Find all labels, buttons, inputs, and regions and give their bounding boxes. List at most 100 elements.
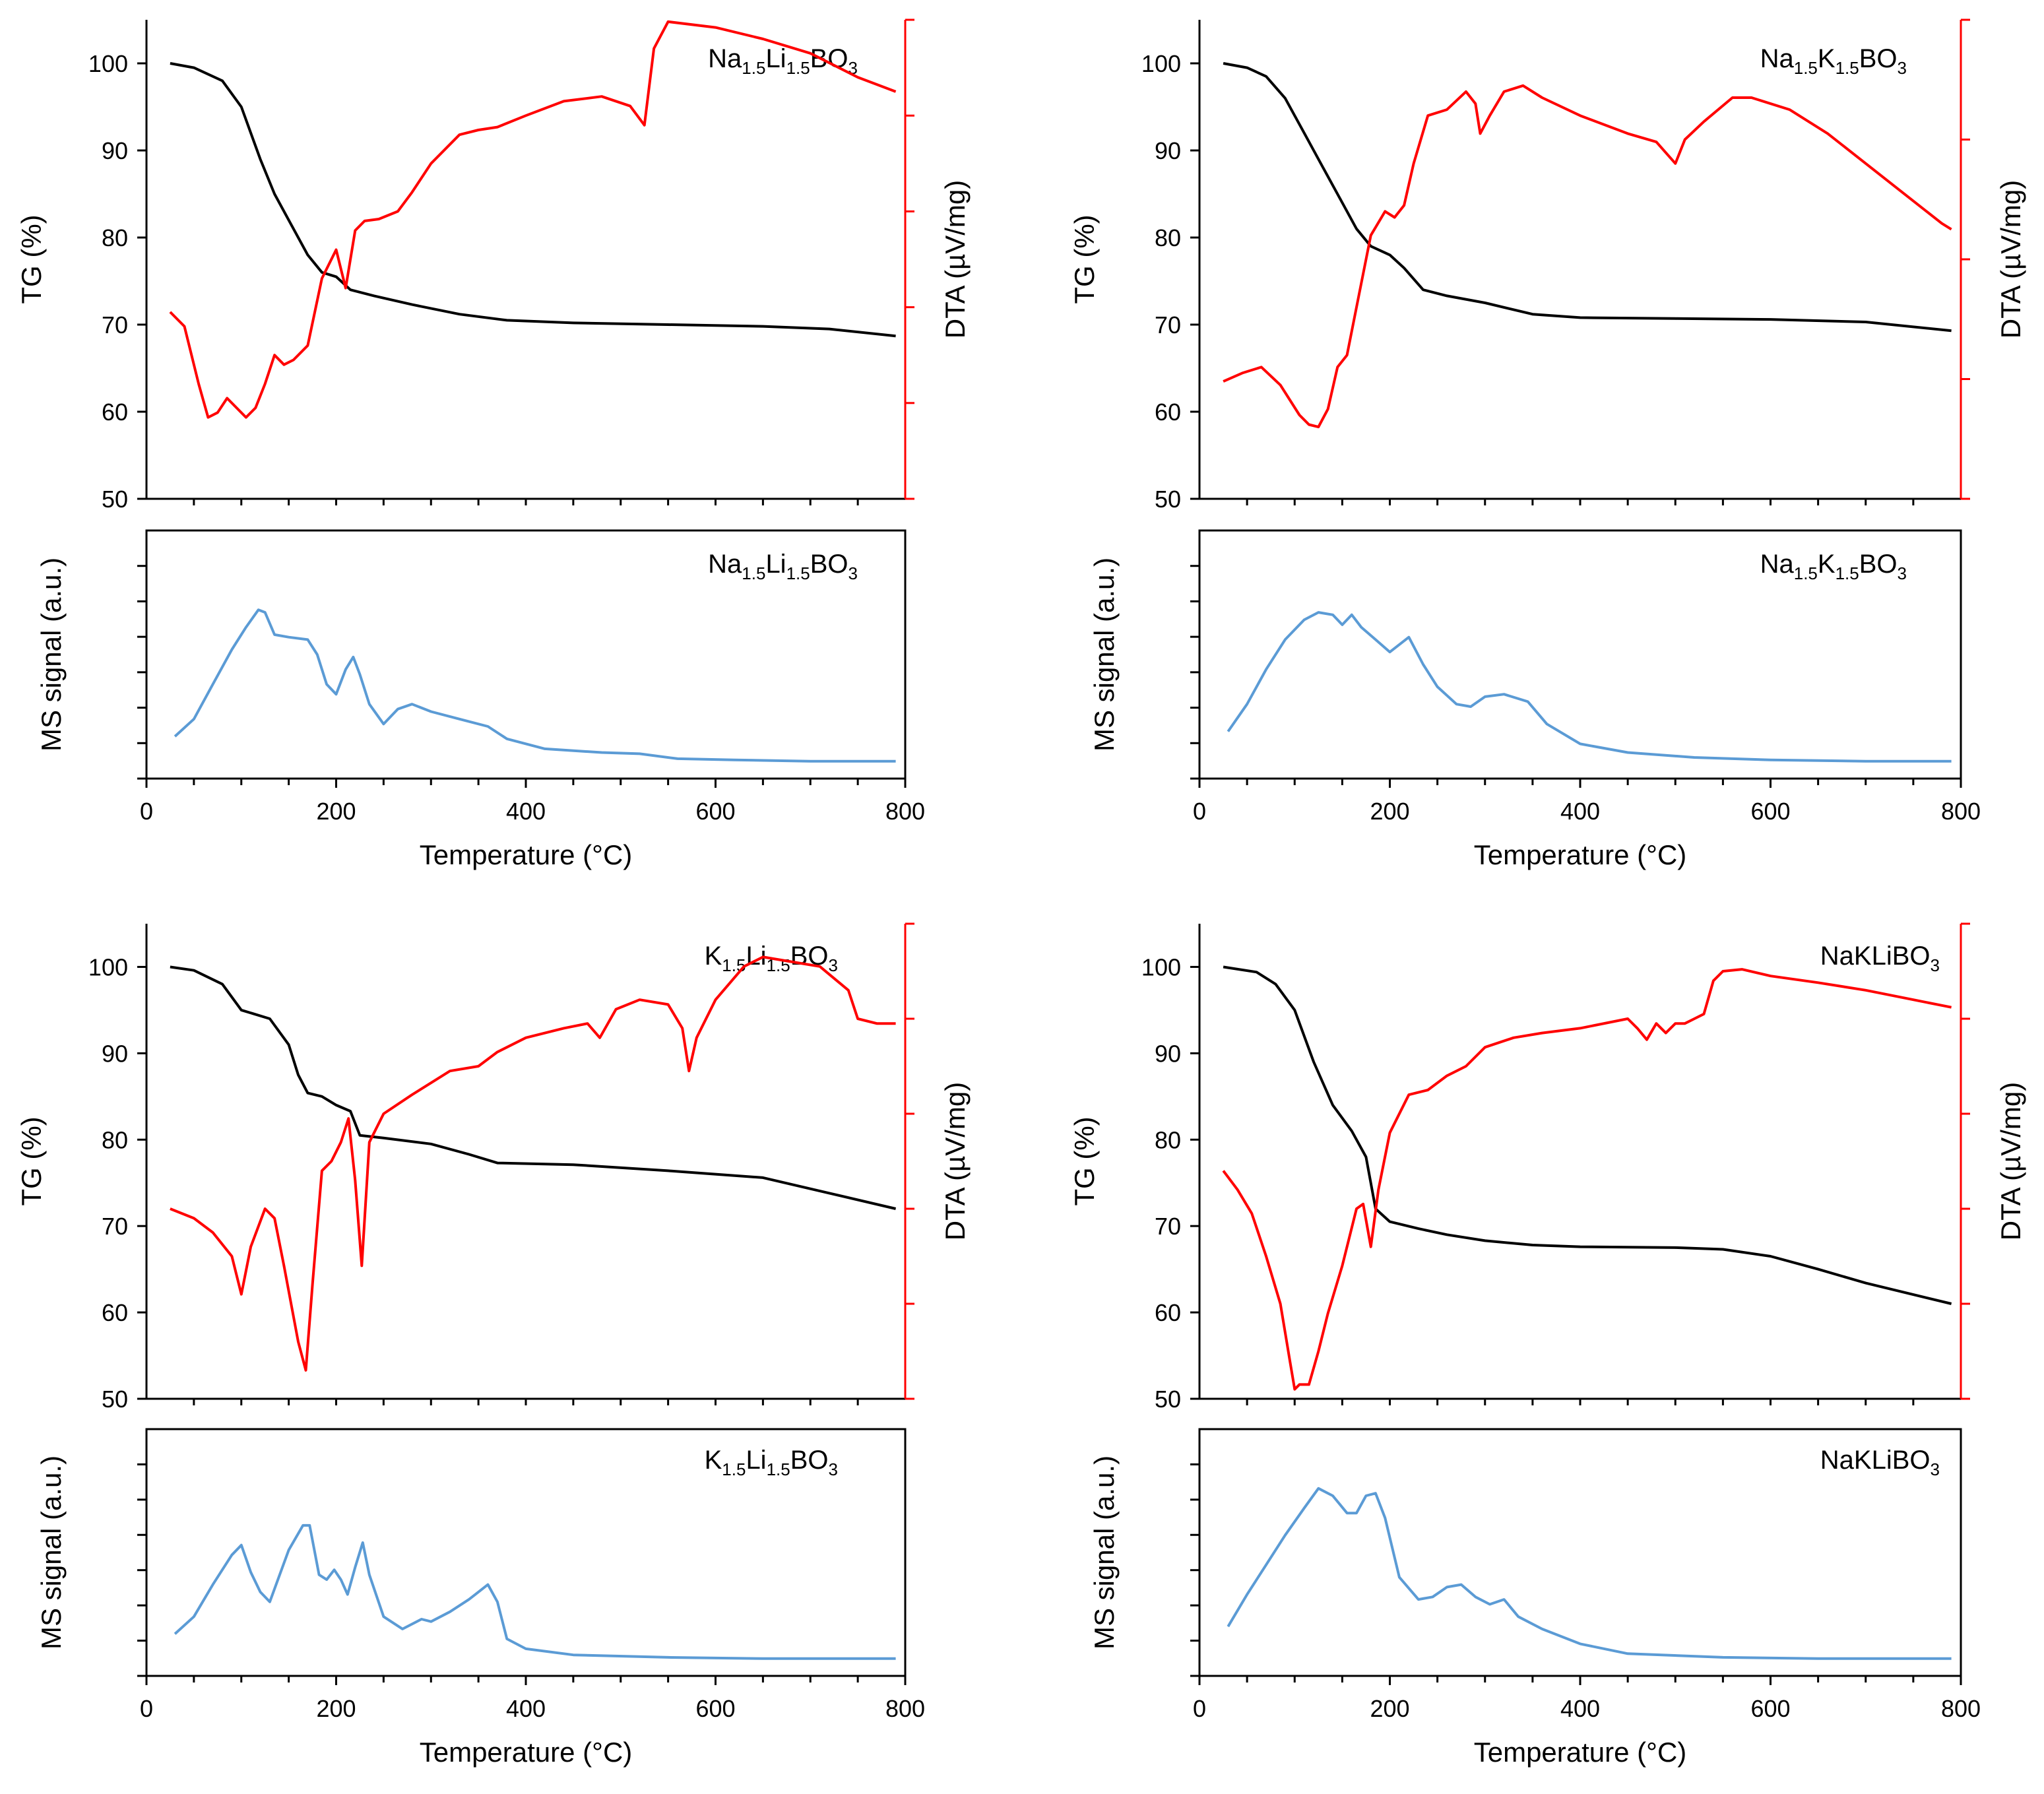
tg-y-tick-label: 80: [102, 224, 128, 251]
ms-x-tick-label: 200: [1370, 798, 1409, 825]
sample-label-subscript: 3: [829, 1459, 838, 1479]
tg-y-tick-label: 70: [102, 311, 128, 338]
sample-label-part: K: [705, 942, 722, 971]
sample-label-part: BO: [790, 1446, 829, 1475]
sample-label-subscript: 3: [1931, 1459, 1940, 1479]
sample-label-tg: NaKLiBO3: [1820, 942, 1940, 975]
tg-y-tick-label: 80: [1155, 1126, 1181, 1153]
sample-label-part: Li: [765, 550, 786, 579]
ms-x-tick-label: 200: [1370, 1695, 1409, 1722]
ms-x-tick-label: 600: [695, 1695, 735, 1722]
ms-x-tick-label: 400: [506, 1695, 546, 1722]
ms-x-tick-label: 0: [140, 798, 153, 825]
tg-y-tick-label: 50: [102, 1386, 128, 1413]
tg-axis-title: TG (%): [16, 1116, 47, 1205]
tg-y-tick-label: 60: [102, 399, 128, 426]
dta-axis-title: DTA (µV/mg): [940, 180, 971, 338]
tg-axis-title: TG (%): [16, 214, 47, 304]
ms-series-line: [1227, 611, 1952, 763]
tg-y-tick-label: 90: [102, 1040, 128, 1067]
x-axis-title: Temperature (°C): [1474, 1737, 1687, 1768]
x-axis-title: Temperature (°C): [420, 839, 633, 870]
tg-y-tick-label: 60: [102, 1299, 128, 1326]
dta-series-line: [1223, 84, 1952, 429]
sample-label-part: BO: [1859, 550, 1898, 579]
dta-axis-title: DTA (µV/mg): [1995, 1082, 2026, 1240]
ms-x-tick-label: 800: [885, 1695, 925, 1722]
tg-y-tick-label: 50: [102, 486, 128, 513]
tg-y-tick-label: 90: [102, 137, 128, 164]
ms-x-tick-label: 800: [1941, 798, 1981, 825]
sample-label-subscript: 3: [829, 955, 838, 975]
ms-x-tick-label: 600: [1750, 798, 1790, 825]
sample-label-subscript: 1.5: [1836, 563, 1859, 583]
x-axis-title: Temperature (°C): [1474, 839, 1687, 870]
sample-label-part: Na: [708, 44, 742, 73]
ms-x-tick-label: 600: [695, 798, 735, 825]
sample-label-subscript: 1.5: [1836, 58, 1859, 78]
ms-series-line: [1227, 1487, 1952, 1660]
sample-label-ms: K1.5Li1.5BO3: [705, 1446, 838, 1479]
tg-y-tick-label: 70: [102, 1213, 128, 1240]
tg-y-tick-label: 90: [1155, 1040, 1181, 1067]
ms-x-tick-label: 600: [1750, 1695, 1790, 1722]
tg-y-tick-label: 100: [1141, 50, 1181, 77]
ms-axis-title: MS signal (a.u.): [36, 1456, 67, 1650]
sample-label-part: Li: [746, 1446, 766, 1475]
tg-y-tick-label: 80: [1155, 224, 1181, 251]
tg-y-tick-label: 100: [88, 953, 128, 980]
sample-label-part: BO: [810, 550, 848, 579]
ms-x-tick-label: 200: [316, 1695, 356, 1722]
ms-axis-title: MS signal (a.u.): [1089, 558, 1120, 752]
tg-y-tick-label: 60: [1155, 399, 1181, 426]
dta-series-line: [170, 955, 896, 1372]
tg-series-line: [170, 62, 896, 338]
ms-series-line: [174, 1523, 896, 1660]
tg-y-tick-label: 100: [88, 50, 128, 77]
ms-x-tick-label: 400: [1560, 798, 1600, 825]
sample-label-part: K: [1818, 550, 1836, 579]
sample-label-part: K: [705, 1446, 722, 1475]
sample-label-part: Na: [1760, 550, 1795, 579]
ms-x-tick-label: 400: [1560, 1695, 1600, 1722]
sample-label-part: BO: [1859, 44, 1898, 73]
sample-label-ms: Na1.5K1.5BO3: [1760, 550, 1907, 583]
ms-axis-title: MS signal (a.u.): [1089, 1456, 1120, 1650]
ms-x-tick-label: 0: [1193, 1695, 1206, 1722]
ms-x-tick-label: 800: [1941, 1695, 1981, 1722]
dta-axis-title: DTA (µV/mg): [940, 1082, 971, 1240]
sample-label-part: NaKLiBO: [1820, 942, 1931, 971]
tg-series-line: [170, 965, 897, 1210]
sample-label-subscript: 1.5: [742, 58, 765, 78]
sample-label-subscript: 1.5: [722, 955, 746, 975]
tg-series-line: [1223, 965, 1952, 1305]
sample-label-subscript: 1.5: [786, 58, 810, 78]
sample-label-part: Na: [708, 550, 742, 579]
dta-axis-title: DTA (µV/mg): [1995, 180, 2026, 338]
ms-x-tick-label: 800: [885, 798, 925, 825]
sample-label-subscript: 1.5: [742, 563, 765, 583]
sample-label-ms: NaKLiBO3: [1820, 1446, 1940, 1479]
sample-label-subscript: 3: [1931, 955, 1940, 975]
sample-label-ms: Na1.5Li1.5BO3: [708, 550, 858, 583]
sample-label-tg: Na1.5Li1.5BO3: [708, 44, 858, 78]
tg-axis-title: TG (%): [1069, 214, 1100, 304]
ms-series-line: [174, 608, 896, 763]
tg-y-tick-label: 100: [1141, 953, 1181, 980]
ms-x-tick-label: 0: [140, 1695, 153, 1722]
ms-x-tick-label: 200: [316, 798, 356, 825]
sample-label-tg: Na1.5K1.5BO3: [1760, 44, 1907, 78]
sample-label-part: NaKLiBO: [1820, 1446, 1931, 1475]
sample-label-subscript: 3: [1898, 58, 1907, 78]
sample-label-part: K: [1818, 44, 1836, 73]
dta-series-line: [1222, 968, 1952, 1391]
tg-y-tick-label: 50: [1155, 486, 1181, 513]
sample-label-part: Na: [1760, 44, 1795, 73]
ms-x-tick-label: 400: [506, 798, 546, 825]
x-axis-title: Temperature (°C): [420, 1737, 633, 1768]
ms-x-tick-label: 0: [1193, 798, 1206, 825]
sample-label-subscript: 1.5: [767, 1459, 790, 1479]
